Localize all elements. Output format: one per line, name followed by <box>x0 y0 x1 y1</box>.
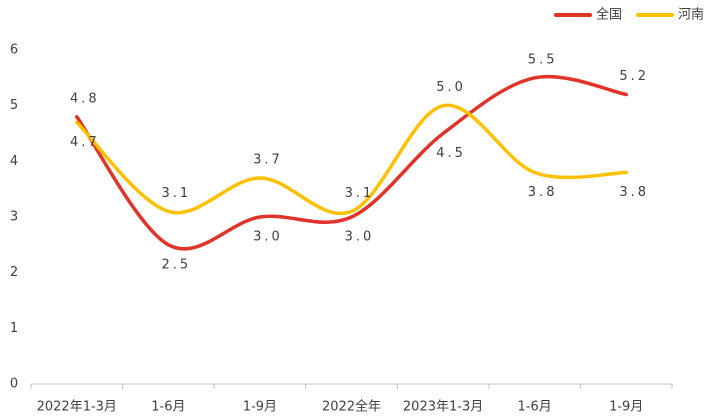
data-label: 5.0 <box>436 80 466 95</box>
data-label: 3.7 <box>253 153 283 168</box>
data-label: 3.1 <box>345 186 375 201</box>
data-label: 5.5 <box>528 52 558 67</box>
legend-label: 全国 <box>596 7 622 23</box>
data-label: 3.1 <box>162 186 192 201</box>
y-tick-label: 5 <box>10 98 18 113</box>
series-line <box>75 103 628 216</box>
data-label: 5.2 <box>619 69 649 84</box>
data-label: 3.8 <box>619 185 649 200</box>
y-tick-label: 6 <box>10 43 18 58</box>
data-label: 4.7 <box>70 135 100 150</box>
x-tick-label: 1-6月 <box>151 400 185 415</box>
x-tick-label: 1-9月 <box>243 400 277 415</box>
data-label: 2.5 <box>162 257 192 272</box>
series-line <box>75 74 628 251</box>
data-label: 4.8 <box>70 91 100 106</box>
y-tick-label: 2 <box>10 265 18 280</box>
x-tick-label: 1-9月 <box>609 400 643 415</box>
data-label: 4.5 <box>436 146 466 161</box>
y-tick-label: 1 <box>10 321 18 336</box>
legend-label: 河南 <box>678 7 704 23</box>
x-tick-label: 1-6月 <box>518 400 552 415</box>
y-tick-label: 0 <box>10 377 18 392</box>
x-tick-label: 2022年1-3月 <box>37 400 117 415</box>
x-tick-label: 2022全年 <box>322 399 381 415</box>
y-tick-label: 4 <box>10 154 18 169</box>
data-label: 3.8 <box>528 185 558 200</box>
y-tick-label: 3 <box>10 210 18 225</box>
data-label: 3.0 <box>345 230 375 245</box>
data-label: 3.0 <box>253 230 283 245</box>
x-tick-label: 2023年1-3月 <box>403 400 483 415</box>
